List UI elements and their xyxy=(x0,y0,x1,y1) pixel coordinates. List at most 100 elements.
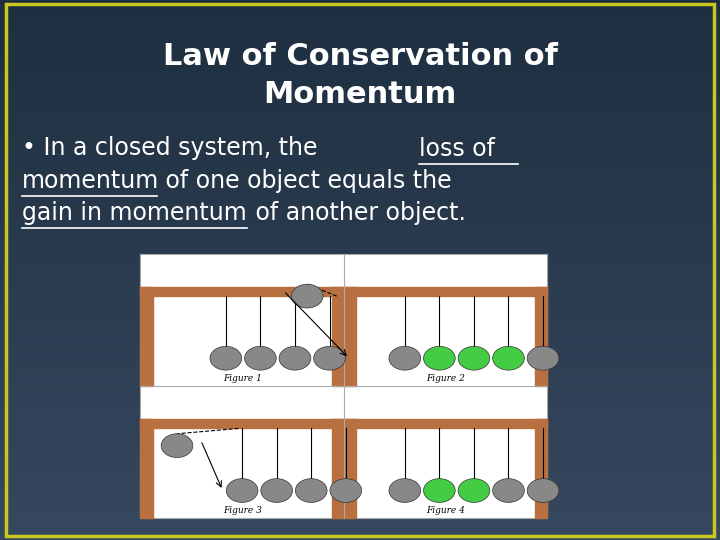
Text: loss of: loss of xyxy=(419,137,495,160)
Bar xyxy=(0,324,720,330)
Bar xyxy=(0,270,720,276)
Bar xyxy=(0,249,720,256)
Bar xyxy=(0,156,720,162)
Bar xyxy=(0,519,720,526)
Bar xyxy=(0,33,720,40)
Bar xyxy=(0,237,720,243)
Circle shape xyxy=(492,478,524,502)
Bar xyxy=(0,189,720,195)
Text: Figure 3: Figure 3 xyxy=(222,506,261,515)
Bar xyxy=(140,287,344,296)
Bar xyxy=(332,287,344,386)
Circle shape xyxy=(492,346,524,370)
Bar xyxy=(0,526,720,534)
Bar xyxy=(0,6,720,14)
Bar xyxy=(344,287,547,296)
Circle shape xyxy=(389,478,420,502)
Bar xyxy=(0,317,720,324)
Bar xyxy=(0,135,720,141)
Bar xyxy=(0,338,720,345)
Bar xyxy=(0,486,720,492)
Bar xyxy=(0,297,720,303)
Bar xyxy=(140,419,344,428)
Bar xyxy=(0,432,720,438)
Bar xyxy=(0,216,720,222)
Bar xyxy=(0,168,720,176)
Bar xyxy=(0,392,720,399)
Bar xyxy=(0,507,720,513)
Circle shape xyxy=(423,478,455,502)
Bar xyxy=(0,256,720,263)
Bar xyxy=(0,141,720,149)
Bar xyxy=(0,87,720,94)
Bar xyxy=(0,47,720,54)
Bar xyxy=(0,230,720,237)
Bar xyxy=(0,209,720,216)
Circle shape xyxy=(314,346,346,370)
Bar xyxy=(0,493,720,500)
Circle shape xyxy=(161,434,193,457)
Bar xyxy=(0,183,720,189)
Text: Law of Conservation of: Law of Conservation of xyxy=(163,42,557,71)
Circle shape xyxy=(261,478,292,502)
Bar xyxy=(332,419,344,518)
Bar xyxy=(0,122,720,128)
Bar xyxy=(0,452,720,459)
Bar xyxy=(0,20,720,27)
Text: Figure 4: Figure 4 xyxy=(426,506,465,515)
Bar xyxy=(0,222,720,230)
Circle shape xyxy=(245,346,276,370)
Bar xyxy=(0,128,720,135)
Bar xyxy=(0,176,720,183)
Bar xyxy=(0,202,720,209)
Text: Figure 1: Figure 1 xyxy=(222,374,261,383)
Bar xyxy=(0,351,720,357)
Bar xyxy=(0,263,720,270)
Bar xyxy=(0,0,720,6)
Text: • In a closed system, the: • In a closed system, the xyxy=(22,137,325,160)
Circle shape xyxy=(458,346,490,370)
Bar xyxy=(0,284,720,291)
Circle shape xyxy=(295,478,327,502)
Bar xyxy=(0,459,720,465)
Circle shape xyxy=(423,346,455,370)
Circle shape xyxy=(389,346,420,370)
Text: Figure 2: Figure 2 xyxy=(426,374,465,383)
Bar xyxy=(0,345,720,351)
Bar xyxy=(0,405,720,411)
Bar xyxy=(0,438,720,445)
Circle shape xyxy=(458,478,490,502)
Bar xyxy=(140,419,153,518)
Text: of another object.: of another object. xyxy=(248,201,467,225)
Bar xyxy=(0,500,720,507)
Bar xyxy=(0,54,720,60)
Bar xyxy=(0,148,720,156)
Circle shape xyxy=(279,346,311,370)
Bar xyxy=(0,102,720,108)
Bar xyxy=(0,74,720,81)
Bar xyxy=(0,426,720,432)
Bar xyxy=(535,287,547,386)
Bar xyxy=(535,419,547,518)
Circle shape xyxy=(330,478,361,502)
Bar xyxy=(0,418,720,426)
Bar xyxy=(140,254,547,518)
Bar xyxy=(0,40,720,47)
Bar xyxy=(0,446,720,453)
Bar xyxy=(0,27,720,33)
Bar xyxy=(0,68,720,74)
Bar xyxy=(0,330,720,338)
Bar xyxy=(0,358,720,365)
Bar xyxy=(0,480,720,486)
Bar xyxy=(0,243,720,249)
Bar xyxy=(344,287,356,386)
Bar xyxy=(0,378,720,384)
Circle shape xyxy=(292,284,323,308)
Bar xyxy=(0,513,720,519)
Bar xyxy=(0,472,720,480)
Text: Momentum: Momentum xyxy=(264,80,456,109)
Bar xyxy=(0,60,720,68)
Bar xyxy=(0,162,720,168)
Bar xyxy=(0,108,720,115)
Circle shape xyxy=(210,346,242,370)
